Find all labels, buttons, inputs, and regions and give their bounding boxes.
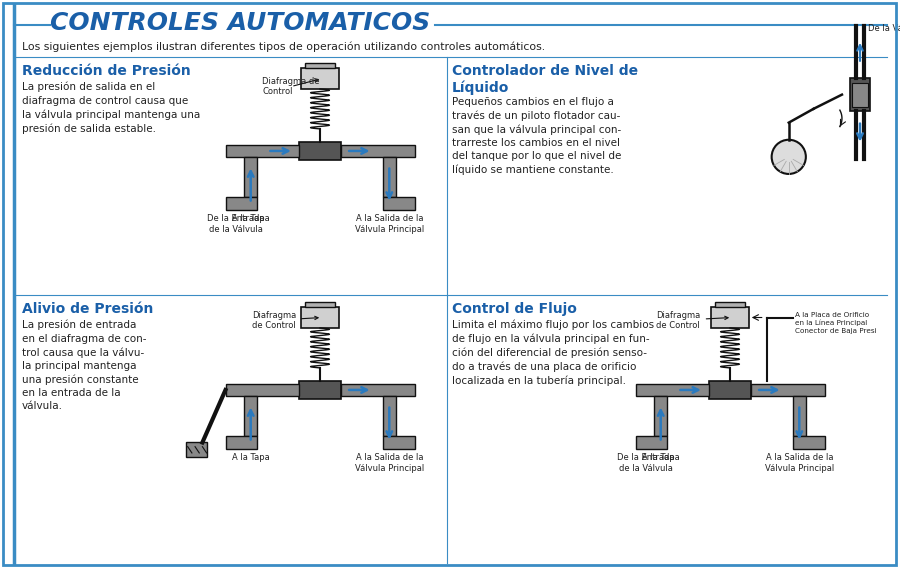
Bar <box>716 302 744 307</box>
Bar <box>751 383 824 396</box>
Text: Diafragma
de Control: Diafragma de Control <box>252 311 318 330</box>
Bar <box>654 396 667 436</box>
Text: Controlador de Nivel de
Líquido: Controlador de Nivel de Líquido <box>452 64 638 95</box>
Bar <box>709 381 751 399</box>
Text: Pequeños cambios en el flujo a
través de un piloto flotador cau-
san que la válv: Pequeños cambios en el flujo a través de… <box>452 97 621 175</box>
Text: A la Salida de la
Válvula Principal: A la Salida de la Válvula Principal <box>355 453 424 473</box>
Bar <box>226 383 299 396</box>
Bar <box>226 145 299 157</box>
Text: Alivio de Presión: Alivio de Presión <box>22 302 153 316</box>
Bar <box>383 396 396 436</box>
Text: A la Placa de Orificio
en la Línea Principal
Conector de Baja Presi: A la Placa de Orificio en la Línea Princ… <box>795 312 877 334</box>
Bar <box>383 197 415 210</box>
Text: Diafragma de
Control: Diafragma de Control <box>262 77 320 96</box>
Bar <box>341 383 415 396</box>
Bar <box>226 436 257 449</box>
Bar <box>305 302 335 307</box>
Circle shape <box>771 140 806 174</box>
Text: La presión de entrada
en el diafragma de con-
trol causa que la válvu-
la princi: La presión de entrada en el diafragma de… <box>22 320 147 411</box>
Bar <box>850 78 870 111</box>
Bar <box>793 396 806 436</box>
Bar <box>711 307 749 328</box>
Bar <box>245 396 257 436</box>
Bar <box>226 197 257 210</box>
Text: CONTROLES AUTOMATICOS: CONTROLES AUTOMATICOS <box>50 11 430 35</box>
Text: A la Tapa: A la Tapa <box>232 453 270 462</box>
Text: Los siguientes ejemplos ilustran diferentes tipos de operación utilizando contro: Los siguientes ejemplos ilustran diferen… <box>22 42 545 52</box>
Bar <box>341 145 415 157</box>
Bar <box>185 442 207 457</box>
Bar <box>302 307 339 328</box>
Text: A la Salida de la
Válvula Principal: A la Salida de la Válvula Principal <box>765 453 834 473</box>
Text: A la Salida de la
Válvula Principal: A la Salida de la Válvula Principal <box>355 214 424 234</box>
Text: De la Entrada
de la Válvula: De la Entrada de la Válvula <box>617 453 675 473</box>
Bar <box>635 436 667 449</box>
Bar <box>793 436 824 449</box>
Bar <box>383 436 415 449</box>
Bar <box>852 83 868 107</box>
Bar <box>635 383 709 396</box>
Text: A la Tapa: A la Tapa <box>232 214 270 223</box>
Bar <box>299 141 341 160</box>
Text: Diafragma
de Control: Diafragma de Control <box>656 311 728 330</box>
Text: Control de Flujo: Control de Flujo <box>452 302 577 316</box>
Bar <box>305 62 335 68</box>
Text: De la Entrada
de la Válvula: De la Entrada de la Válvula <box>207 214 265 234</box>
Text: A la Tapa: A la Tapa <box>642 453 680 462</box>
Bar <box>245 157 257 197</box>
Text: Limita el máximo flujo por los cambios
de flujo en la válvula principal en fun-
: Limita el máximo flujo por los cambios d… <box>452 320 654 386</box>
Bar <box>383 157 396 197</box>
Bar <box>302 68 339 89</box>
Text: Reducción de Presión: Reducción de Presión <box>22 64 191 78</box>
Text: De la Válvula: De la Válvula <box>868 24 900 33</box>
Bar <box>299 381 341 399</box>
Text: La presión de salida en el
diafragma de control causa que
la válvula principal m: La presión de salida en el diafragma de … <box>22 82 200 133</box>
